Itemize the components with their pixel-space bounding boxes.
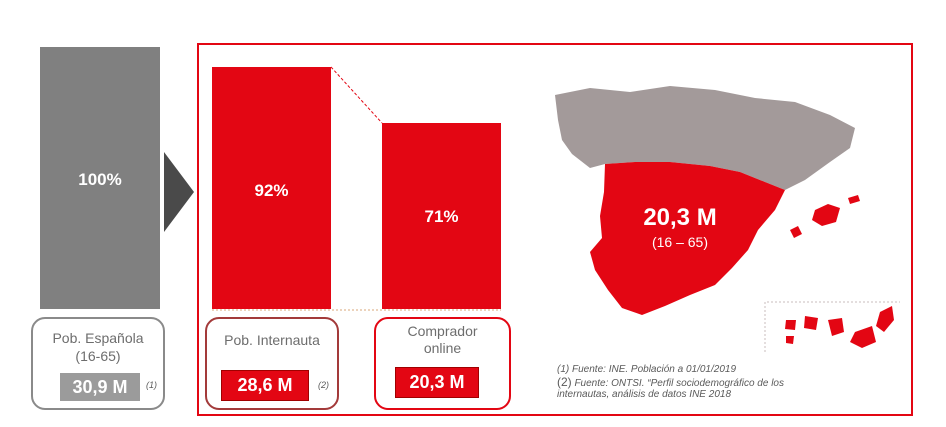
map-canary-island-1 [876, 306, 894, 332]
map-headline-value: 20,3 M [643, 204, 717, 231]
map-region-south [590, 162, 785, 315]
category-box-comprador-online: Comprador online 20,3 M [374, 317, 511, 410]
absolute-value-pob-internauta: 28,6 M [221, 370, 309, 401]
bar-comprador-online [382, 123, 501, 309]
map-canary-inset-frame [764, 301, 900, 352]
category-label-pob-internauta: Pob. Internauta [224, 332, 320, 348]
footnote-source-2: Fuente: ONTSI. “Perfil sociodemográfico … [571, 378, 784, 389]
map-balearic-ibiza [790, 226, 802, 238]
map-subline: (16 – 65) [651, 234, 709, 250]
spain-map [555, 86, 900, 352]
note-marker-1: (1) [146, 380, 157, 390]
map-canary-island-2 [850, 326, 876, 348]
note-marker-2: (2) [318, 380, 329, 390]
absolute-value-comprador-online: 20,3 M [395, 367, 479, 398]
map-balearic-mallorca [812, 204, 840, 226]
bar-value-label-pob-espanola: 100% [78, 170, 122, 189]
map-region-north [555, 86, 855, 190]
category-box-pob-internauta: Pob. Internauta 28,6 M (2) [205, 317, 339, 410]
category-label-pob-espanola: Pob. Española [52, 330, 144, 346]
category-box-pob-espanola: Pob. Española (16-65) 30,9 M (1) [31, 317, 165, 410]
chevron-right-icon [164, 152, 194, 232]
footnote-line-3: internautas, análisis de datos INE 2018 [557, 389, 731, 400]
absolute-value-pob-espanola: 30,9 M [60, 373, 140, 401]
highlight-frame [197, 43, 913, 416]
bar-value-label-pob-internauta: 92% [254, 181, 289, 200]
map-canary-island-5 [785, 320, 796, 330]
map-canary-island-4 [804, 316, 818, 330]
bar-pob-internauta [212, 67, 331, 309]
footnote-number-2: (2) [557, 375, 572, 389]
footnote-line-1: (1) Fuente: INE. Población a 01/01/2019 [557, 364, 737, 375]
map-canary-island-3 [828, 318, 844, 336]
category-label-comprador-online: Comprador online [407, 323, 478, 356]
category-sublabel-pob-espanola: (16-65) [75, 348, 121, 364]
map-balearic-menorca [848, 195, 860, 204]
footnote-line-2: (2) Fuente: ONTSI. “Perfil sociodemográf… [557, 376, 784, 390]
bar-value-label-comprador-online: 71% [424, 207, 459, 226]
bar-pob-espanola [40, 47, 160, 309]
map-canary-island-6 [786, 336, 794, 344]
